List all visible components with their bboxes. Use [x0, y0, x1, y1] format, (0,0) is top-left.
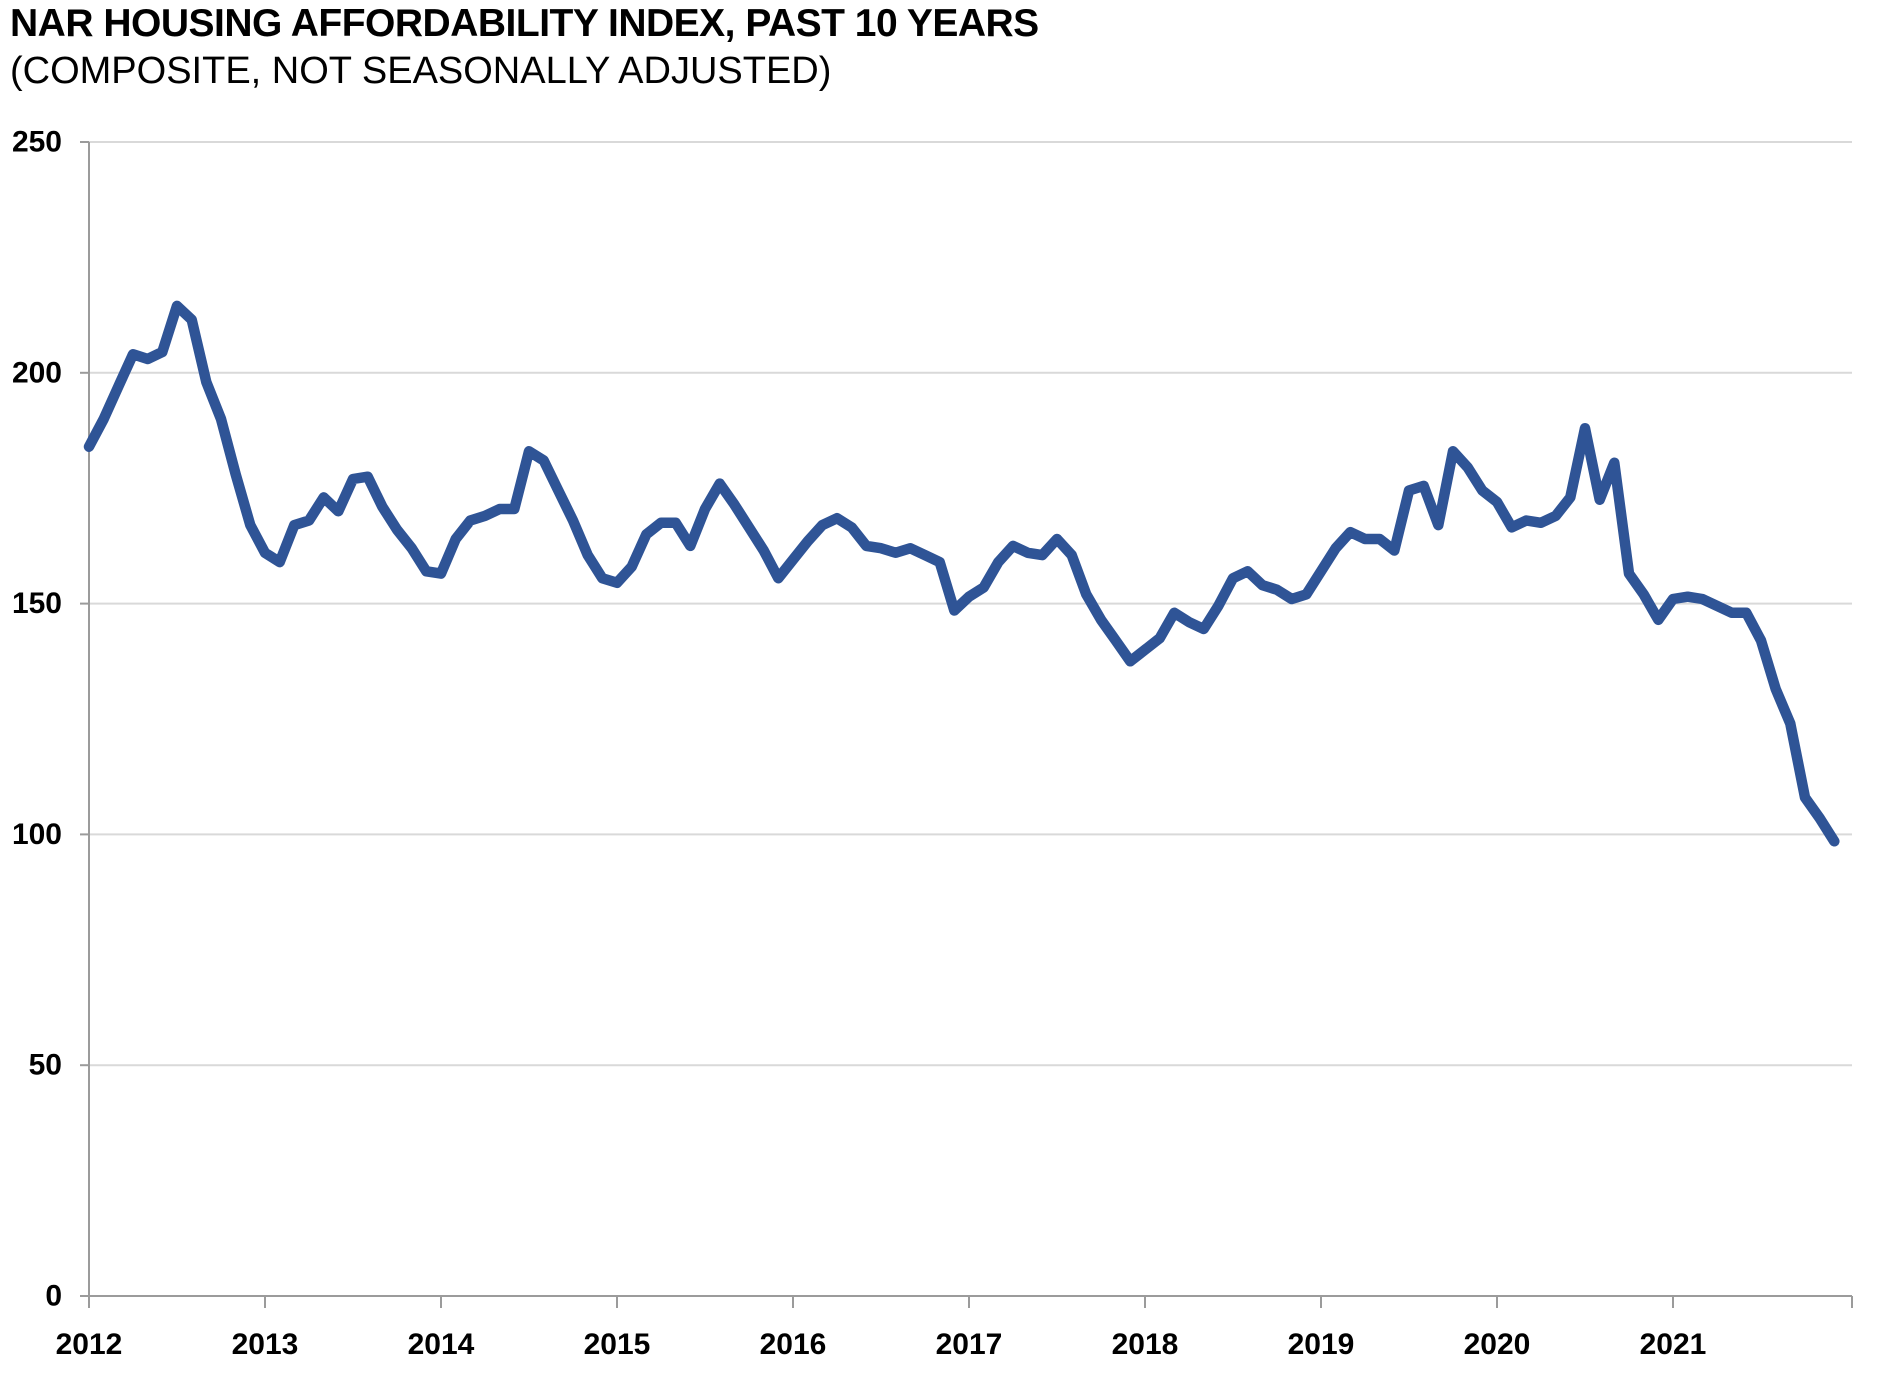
y-tick-label-200: 200: [12, 356, 62, 389]
y-tick-label-100: 100: [12, 818, 62, 851]
x-tick-label-2013: 2013: [232, 1328, 299, 1361]
y-tick-label-50: 50: [29, 1049, 62, 1082]
x-tick-label-2018: 2018: [1112, 1328, 1179, 1361]
chart-subtitle: (COMPOSITE, NOT SEASONALLY ADJUSTED): [10, 50, 832, 92]
x-tick-label-2016: 2016: [760, 1328, 827, 1361]
chart-title: NAR HOUSING AFFORDABILITY INDEX, PAST 10…: [10, 2, 1039, 45]
y-tick-label-150: 150: [12, 587, 62, 620]
data-line-affordability-index: [83, 300, 1840, 847]
x-tick-label-2015: 2015: [584, 1328, 651, 1361]
x-tick-label-2014: 2014: [408, 1328, 475, 1361]
x-tick-label-2021: 2021: [1640, 1328, 1707, 1361]
x-tick-label-2019: 2019: [1288, 1328, 1355, 1361]
x-tick-label-2020: 2020: [1464, 1328, 1531, 1361]
x-tick-label-2012: 2012: [56, 1328, 123, 1361]
y-tick-label-250: 250: [12, 126, 62, 159]
y-tick-label-0: 0: [45, 1280, 62, 1313]
x-tick-label-2017: 2017: [936, 1328, 1003, 1361]
